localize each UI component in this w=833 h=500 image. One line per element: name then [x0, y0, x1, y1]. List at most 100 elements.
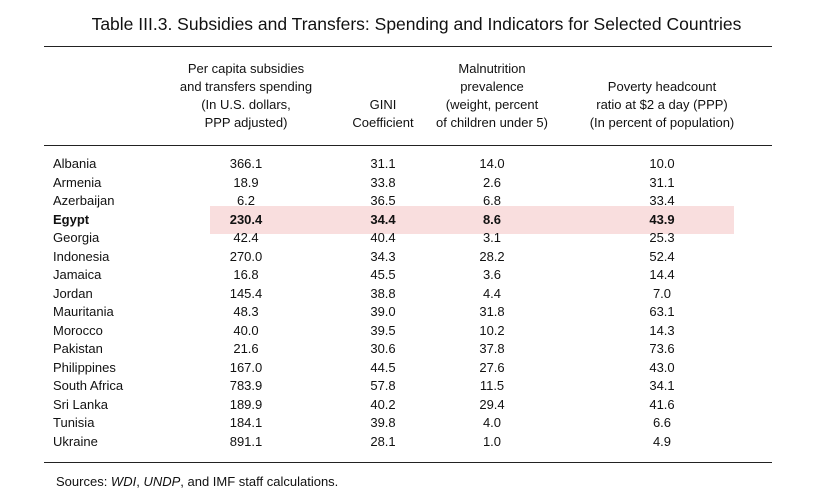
poverty-cell: 34.1 [649, 378, 675, 393]
source-note: Sources: WDI, UNDP, and IMF staff calcul… [56, 474, 338, 489]
header-line: Per capita subsidies [187, 61, 305, 76]
poverty-cell: 7.0 [652, 285, 672, 301]
header-line: prevalence [460, 79, 524, 94]
malnutrition-cell: 1.0 [482, 433, 502, 449]
country-cell: Pakistan [53, 341, 103, 356]
poverty-cell: 4.9 [652, 433, 672, 449]
table-row: South Africa 783.9 57.8 11.5 34.1 [0, 377, 833, 396]
source-wdi: WDI [110, 474, 137, 489]
country-cell: Jamaica [53, 267, 102, 282]
gini-cell: 40.4 [370, 230, 396, 245]
subsidies-cell: 40.0 [233, 322, 259, 338]
table-row: Mauritania 48.3 39.0 31.8 63.1 [0, 303, 833, 322]
poverty-cell: 63.1 [649, 304, 675, 319]
country-cell: Jordan [53, 285, 93, 301]
table-row: Tunisia 184.1 39.8 4.0 6.6 [0, 414, 833, 433]
subsidies-cell: 167.0 [229, 359, 263, 375]
poverty-cell: 33.4 [649, 193, 675, 208]
header-line: (weight, percent [445, 97, 539, 112]
poverty-cell: 52.4 [649, 248, 675, 264]
header-line: GINI [369, 97, 397, 112]
header-line: (In percent of population) [589, 115, 735, 130]
header-line: ratio at $2 a day (PPP) [596, 97, 728, 112]
header-line: and transfers spending [179, 79, 313, 94]
table-body: Albania 366.1 31.1 14.0 10.0 Armenia 18.9 33.8 2… [0, 155, 833, 451]
country-cell: Azerbaijan [53, 193, 115, 208]
subsidies-cell: 891.1 [229, 433, 263, 449]
gini-cell: 28.1 [370, 433, 396, 449]
subsidies-cell: 21.6 [233, 341, 259, 356]
subsidies-cell: 230.4 [229, 211, 263, 227]
top-rule [44, 46, 772, 47]
malnutrition-cell: 4.4 [482, 285, 502, 301]
header-line: of children under 5) [435, 115, 548, 130]
subsidies-cell: 270.0 [229, 248, 263, 264]
table-row: Georgia 42.4 40.4 3.1 25.3 [0, 229, 833, 248]
country-cell: Morocco [53, 322, 103, 338]
malnutrition-cell: 2.6 [482, 174, 502, 190]
table-row: Albania 366.1 31.1 14.0 10.0 [0, 155, 833, 174]
country-cell: Georgia [53, 230, 100, 245]
gini-cell: 39.8 [370, 415, 396, 430]
malnutrition-cell: 3.1 [482, 230, 502, 245]
gini-cell: 34.4 [370, 211, 396, 227]
highlight-band [210, 206, 734, 234]
poverty-cell: 14.3 [649, 322, 675, 338]
country-cell: Mauritania [53, 304, 114, 319]
country-cell: Armenia [53, 174, 102, 190]
malnutrition-cell: 3.6 [482, 267, 502, 282]
subsidies-cell: 6.2 [236, 193, 256, 208]
malnutrition-cell: 27.6 [479, 359, 505, 375]
header-line: Poverty headcount [607, 79, 717, 94]
poverty-cell: 31.1 [649, 174, 675, 190]
table-row: Armenia 18.9 33.8 2.6 31.1 [0, 174, 833, 193]
table-row: Jamaica 16.8 45.5 3.6 14.4 [0, 266, 833, 285]
subsidies-cell: 18.9 [233, 174, 259, 190]
table-row: Azerbaijan 6.2 36.5 6.8 33.4 [0, 192, 833, 211]
country-cell: Sri Lanka [53, 396, 108, 412]
poverty-cell: 6.6 [652, 415, 672, 430]
malnutrition-cell: 31.8 [479, 304, 505, 319]
table-row: Egypt 230.4 34.4 8.6 43.9 [0, 211, 833, 230]
subsidies-cell: 48.3 [233, 304, 259, 319]
malnutrition-cell: 11.5 [479, 378, 505, 393]
country-cell: Indonesia [53, 248, 110, 264]
header-line: (In U.S. dollars, [201, 97, 291, 112]
table-row: Sri Lanka 189.9 40.2 29.4 41.6 [0, 396, 833, 415]
header-gini: GINI Coefficient [333, 96, 433, 132]
gini-cell: 30.6 [370, 341, 396, 356]
source-sep: , [136, 474, 144, 489]
subsidies-cell: 366.1 [229, 156, 263, 171]
gini-cell: 33.8 [370, 174, 396, 190]
header-rule [44, 145, 772, 146]
subsidies-cell: 16.8 [233, 267, 259, 282]
malnutrition-cell: 8.6 [482, 211, 502, 227]
subsidies-cell: 145.4 [229, 285, 263, 301]
header-malnutrition: Malnutrition prevalence (weight, percent… [432, 60, 552, 132]
bottom-rule [44, 462, 772, 463]
source-prefix: Sources: [56, 474, 111, 489]
poverty-cell: 43.0 [649, 359, 675, 375]
malnutrition-cell: 29.4 [479, 396, 505, 412]
gini-cell: 39.5 [370, 322, 396, 338]
gini-cell: 31.1 [370, 156, 396, 171]
source-suffix: , and IMF staff calculations. [180, 474, 339, 489]
malnutrition-cell: 4.0 [482, 415, 502, 430]
poverty-cell: 14.4 [649, 267, 675, 282]
malnutrition-cell: 14.0 [479, 156, 505, 171]
header-poverty: Poverty headcount ratio at $2 a day (PPP… [587, 78, 737, 132]
gini-cell: 44.5 [370, 359, 396, 375]
table-row: Indonesia 270.0 34.3 28.2 52.4 [0, 248, 833, 267]
table-row: Jordan 145.4 38.8 4.4 7.0 [0, 285, 833, 304]
table-row: Morocco 40.0 39.5 10.2 14.3 [0, 322, 833, 341]
subsidies-cell: 189.9 [229, 396, 263, 412]
table-row: Philippines 167.0 44.5 27.6 43.0 [0, 359, 833, 378]
gini-cell: 39.0 [370, 304, 396, 319]
poverty-cell: 73.6 [649, 341, 675, 356]
source-undp: UNDP [143, 474, 181, 489]
country-cell: Egypt [53, 211, 90, 227]
country-cell: Tunisia [53, 415, 95, 430]
subsidies-cell: 783.9 [229, 378, 263, 393]
table-row: Pakistan 21.6 30.6 37.8 73.6 [0, 340, 833, 359]
subsidies-cell: 184.1 [229, 415, 263, 430]
